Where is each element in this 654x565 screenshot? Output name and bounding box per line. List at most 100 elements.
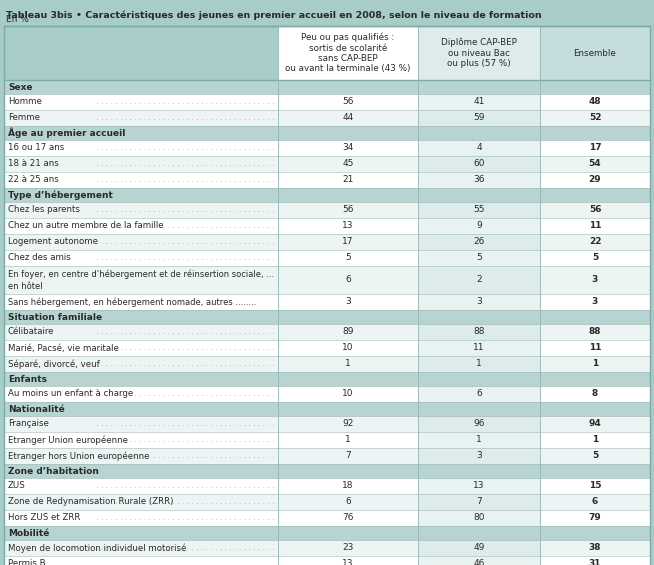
Text: 56: 56 bbox=[342, 206, 354, 215]
Text: Situation familiale: Situation familiale bbox=[8, 312, 102, 321]
Polygon shape bbox=[540, 340, 650, 356]
Polygon shape bbox=[4, 464, 650, 478]
Text: Nationalité: Nationalité bbox=[8, 405, 65, 414]
Polygon shape bbox=[278, 356, 418, 372]
Text: 92: 92 bbox=[342, 419, 354, 428]
Polygon shape bbox=[540, 510, 650, 526]
Text: Célibataire: Célibataire bbox=[8, 328, 54, 337]
Polygon shape bbox=[278, 494, 418, 510]
Text: 3: 3 bbox=[592, 298, 598, 306]
Polygon shape bbox=[4, 156, 278, 172]
Polygon shape bbox=[418, 94, 540, 110]
Text: Permis B: Permis B bbox=[8, 559, 46, 565]
Text: 10: 10 bbox=[342, 344, 354, 353]
Polygon shape bbox=[278, 266, 418, 294]
Polygon shape bbox=[418, 266, 540, 294]
Text: 16 ou 17 ans: 16 ou 17 ans bbox=[8, 144, 64, 153]
Text: 38: 38 bbox=[589, 544, 601, 553]
Text: Logement autonome: Logement autonome bbox=[8, 237, 98, 246]
Polygon shape bbox=[4, 372, 650, 386]
Polygon shape bbox=[418, 140, 540, 156]
Text: En foyer, en centre d’hébergement et de réinsertion sociale, ...: En foyer, en centre d’hébergement et de … bbox=[8, 269, 274, 279]
Text: 6: 6 bbox=[476, 389, 482, 398]
Text: . . . . . . . . . . . . . . . . . . . . . . . . . . . . . . . . . . . . . .: . . . . . . . . . . . . . . . . . . . . … bbox=[94, 144, 274, 153]
Text: 49: 49 bbox=[473, 544, 485, 553]
Polygon shape bbox=[4, 94, 278, 110]
Polygon shape bbox=[418, 340, 540, 356]
Text: Chez un autre membre de la famille: Chez un autre membre de la famille bbox=[8, 221, 164, 231]
Text: . . . . . . . . . . . . . . . . . . . . . . . . . . . . . . . . . . . . . .: . . . . . . . . . . . . . . . . . . . . … bbox=[94, 176, 274, 185]
Polygon shape bbox=[418, 432, 540, 448]
Text: 3: 3 bbox=[345, 298, 351, 306]
Text: 3: 3 bbox=[476, 298, 482, 306]
Text: 55: 55 bbox=[473, 206, 485, 215]
Polygon shape bbox=[4, 324, 278, 340]
Polygon shape bbox=[540, 356, 650, 372]
Polygon shape bbox=[4, 266, 278, 294]
Text: . . . . . . . . . . . . . . . . . . . . . . . . . . . . . . . . . . . . . .: . . . . . . . . . . . . . . . . . . . . … bbox=[94, 559, 274, 565]
Polygon shape bbox=[278, 234, 418, 250]
Text: 17: 17 bbox=[342, 237, 354, 246]
Polygon shape bbox=[4, 386, 278, 402]
Polygon shape bbox=[540, 478, 650, 494]
Polygon shape bbox=[418, 172, 540, 188]
Text: . . . . . . . . . . . . . . . . . . . . . . . . . . . . . . . . . . . . . .: . . . . . . . . . . . . . . . . . . . . … bbox=[94, 206, 274, 215]
Text: 21: 21 bbox=[342, 176, 354, 185]
Text: 13: 13 bbox=[342, 221, 354, 231]
Text: 6: 6 bbox=[592, 498, 598, 506]
Polygon shape bbox=[4, 494, 278, 510]
Polygon shape bbox=[278, 202, 418, 218]
Text: 3: 3 bbox=[592, 276, 598, 285]
Polygon shape bbox=[540, 202, 650, 218]
Text: Sans hébergement, en hébergement nomade, autres ........: Sans hébergement, en hébergement nomade,… bbox=[8, 297, 256, 307]
Polygon shape bbox=[418, 156, 540, 172]
Text: . . . . . . . . . . . . . . . . . . . . . . . . . . . . . . . . . . . . . .: . . . . . . . . . . . . . . . . . . . . … bbox=[94, 419, 274, 428]
Polygon shape bbox=[540, 156, 650, 172]
Text: 46: 46 bbox=[473, 559, 485, 565]
Polygon shape bbox=[278, 156, 418, 172]
Text: . . . . . . . . . . . . . . . . . . . . . . . . . . . . . . . . . . . . . .: . . . . . . . . . . . . . . . . . . . . … bbox=[94, 498, 274, 506]
Text: 29: 29 bbox=[589, 176, 601, 185]
Polygon shape bbox=[4, 218, 278, 234]
Text: 3: 3 bbox=[476, 451, 482, 460]
Text: . . . . . . . . . . . . . . . . . . . . . . . . . . . . . . . . . . . . . .: . . . . . . . . . . . . . . . . . . . . … bbox=[94, 451, 274, 460]
Polygon shape bbox=[4, 402, 650, 416]
Polygon shape bbox=[278, 94, 418, 110]
Polygon shape bbox=[540, 140, 650, 156]
Polygon shape bbox=[418, 294, 540, 310]
Text: 1: 1 bbox=[476, 359, 482, 368]
Text: Homme: Homme bbox=[8, 98, 42, 106]
Text: Zone de Redynamisation Rurale (ZRR): Zone de Redynamisation Rurale (ZRR) bbox=[8, 498, 173, 506]
Polygon shape bbox=[278, 294, 418, 310]
Text: Etranger hors Union européenne: Etranger hors Union européenne bbox=[8, 451, 150, 460]
Polygon shape bbox=[540, 172, 650, 188]
Text: 41: 41 bbox=[473, 98, 485, 106]
Polygon shape bbox=[4, 172, 278, 188]
Text: Tableau 3bis • Caractéristiques des jeunes en premier accueil en 2008, selon le : Tableau 3bis • Caractéristiques des jeun… bbox=[6, 10, 542, 20]
Text: 7: 7 bbox=[345, 451, 351, 460]
Text: 11: 11 bbox=[589, 344, 601, 353]
Text: 15: 15 bbox=[589, 481, 601, 490]
Polygon shape bbox=[278, 416, 418, 432]
Polygon shape bbox=[278, 26, 418, 80]
Text: 5: 5 bbox=[592, 254, 598, 263]
Polygon shape bbox=[540, 218, 650, 234]
Polygon shape bbox=[4, 526, 650, 540]
Polygon shape bbox=[540, 386, 650, 402]
Polygon shape bbox=[540, 294, 650, 310]
Text: 88: 88 bbox=[589, 328, 601, 337]
Text: Type d’hébergement: Type d’hébergement bbox=[8, 190, 113, 200]
Polygon shape bbox=[540, 432, 650, 448]
Polygon shape bbox=[4, 310, 650, 324]
Text: Séparé, divorcé, veuf: Séparé, divorcé, veuf bbox=[8, 359, 100, 369]
Text: 1: 1 bbox=[476, 436, 482, 445]
Polygon shape bbox=[4, 478, 278, 494]
Polygon shape bbox=[278, 386, 418, 402]
Polygon shape bbox=[4, 188, 650, 202]
Polygon shape bbox=[418, 510, 540, 526]
Text: 26: 26 bbox=[473, 237, 485, 246]
Text: . . . . . . . . . . . . . . . . . . . . . . . . . . . . . . . . . . . . . .: . . . . . . . . . . . . . . . . . . . . … bbox=[94, 344, 274, 353]
Text: Mobilité: Mobilité bbox=[8, 528, 49, 537]
Text: 76: 76 bbox=[342, 514, 354, 523]
Text: Etranger Union européenne: Etranger Union européenne bbox=[8, 435, 128, 445]
